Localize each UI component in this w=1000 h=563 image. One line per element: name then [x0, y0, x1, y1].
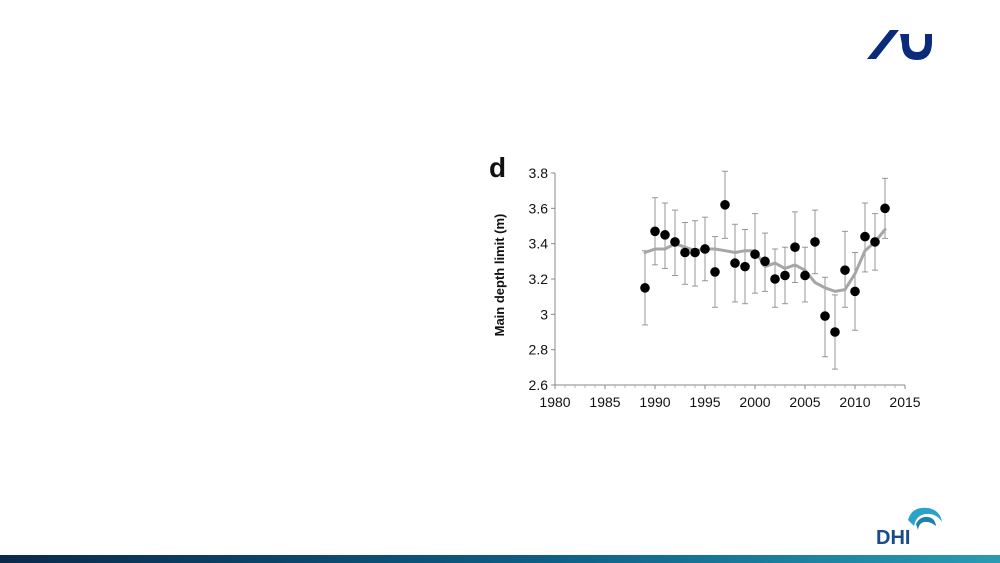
dhi-wave-inner-icon [916, 516, 936, 530]
au-logo-slash [867, 30, 899, 59]
data-point [720, 200, 730, 210]
data-point [750, 249, 760, 260]
trend-line-group [643, 228, 887, 293]
y-tick-label: 3.6 [529, 200, 549, 216]
data-point [880, 203, 890, 214]
y-tick-label: 3 [540, 306, 548, 322]
data-point [830, 327, 840, 337]
y-tick-label: 3.8 [529, 165, 549, 181]
data-point [710, 267, 720, 277]
data-point [870, 237, 880, 247]
data-point [660, 230, 670, 240]
data-point [690, 247, 700, 258]
x-tick-label: 2000 [739, 394, 770, 410]
y-tick-label: 3.2 [529, 271, 549, 287]
data-point [760, 256, 770, 267]
data-point [810, 237, 820, 247]
data-point [820, 311, 830, 321]
x-tick-label: 2005 [789, 394, 820, 410]
y-tick-label: 3.4 [529, 236, 549, 252]
chart-axes: 2.6 2.8 3 3.2 3.4 3.6 3.8 1980 1985 1990 1995 2000 2… [529, 165, 921, 410]
x-tick-label: 1985 [589, 394, 620, 410]
dhi-logo: DHI [876, 507, 942, 548]
data-point [640, 283, 650, 293]
x-tick-label: 1980 [539, 394, 570, 410]
y-tick-label: 2.6 [529, 377, 549, 393]
data-point [670, 237, 680, 247]
data-point [650, 226, 660, 237]
data-point [730, 258, 740, 268]
aarhus-university-logo [867, 30, 932, 60]
data-point [800, 270, 810, 281]
data-point [740, 261, 750, 272]
data-points [640, 200, 890, 337]
depth-limit-chart: 2.6 2.8 3 3.2 3.4 3.6 3.8 1980 1985 1990 1995 2000 2… [492, 165, 921, 410]
dhi-wave-icon [908, 507, 942, 526]
x-tick-label: 2010 [839, 394, 870, 410]
data-point [860, 231, 870, 242]
x-tick-label: 1995 [689, 394, 720, 410]
data-point [780, 270, 790, 281]
data-point [840, 265, 850, 275]
panel-label: d [489, 152, 507, 183]
x-tick-label: 2015 [889, 394, 920, 410]
data-point [790, 242, 800, 252]
dhi-logo-text: DHI [876, 527, 910, 548]
au-logo-curve [900, 34, 932, 60]
trend-line [643, 228, 887, 293]
error-bars [642, 170, 888, 370]
y-tick-label: 2.8 [529, 342, 549, 358]
data-point [700, 244, 710, 254]
data-point [770, 274, 780, 284]
footer-bar [0, 555, 1000, 563]
x-tick-label: 1990 [639, 394, 670, 410]
y-axis-label: Main depth limit (m) [492, 214, 507, 337]
data-point [850, 286, 860, 297]
data-point [680, 247, 690, 258]
